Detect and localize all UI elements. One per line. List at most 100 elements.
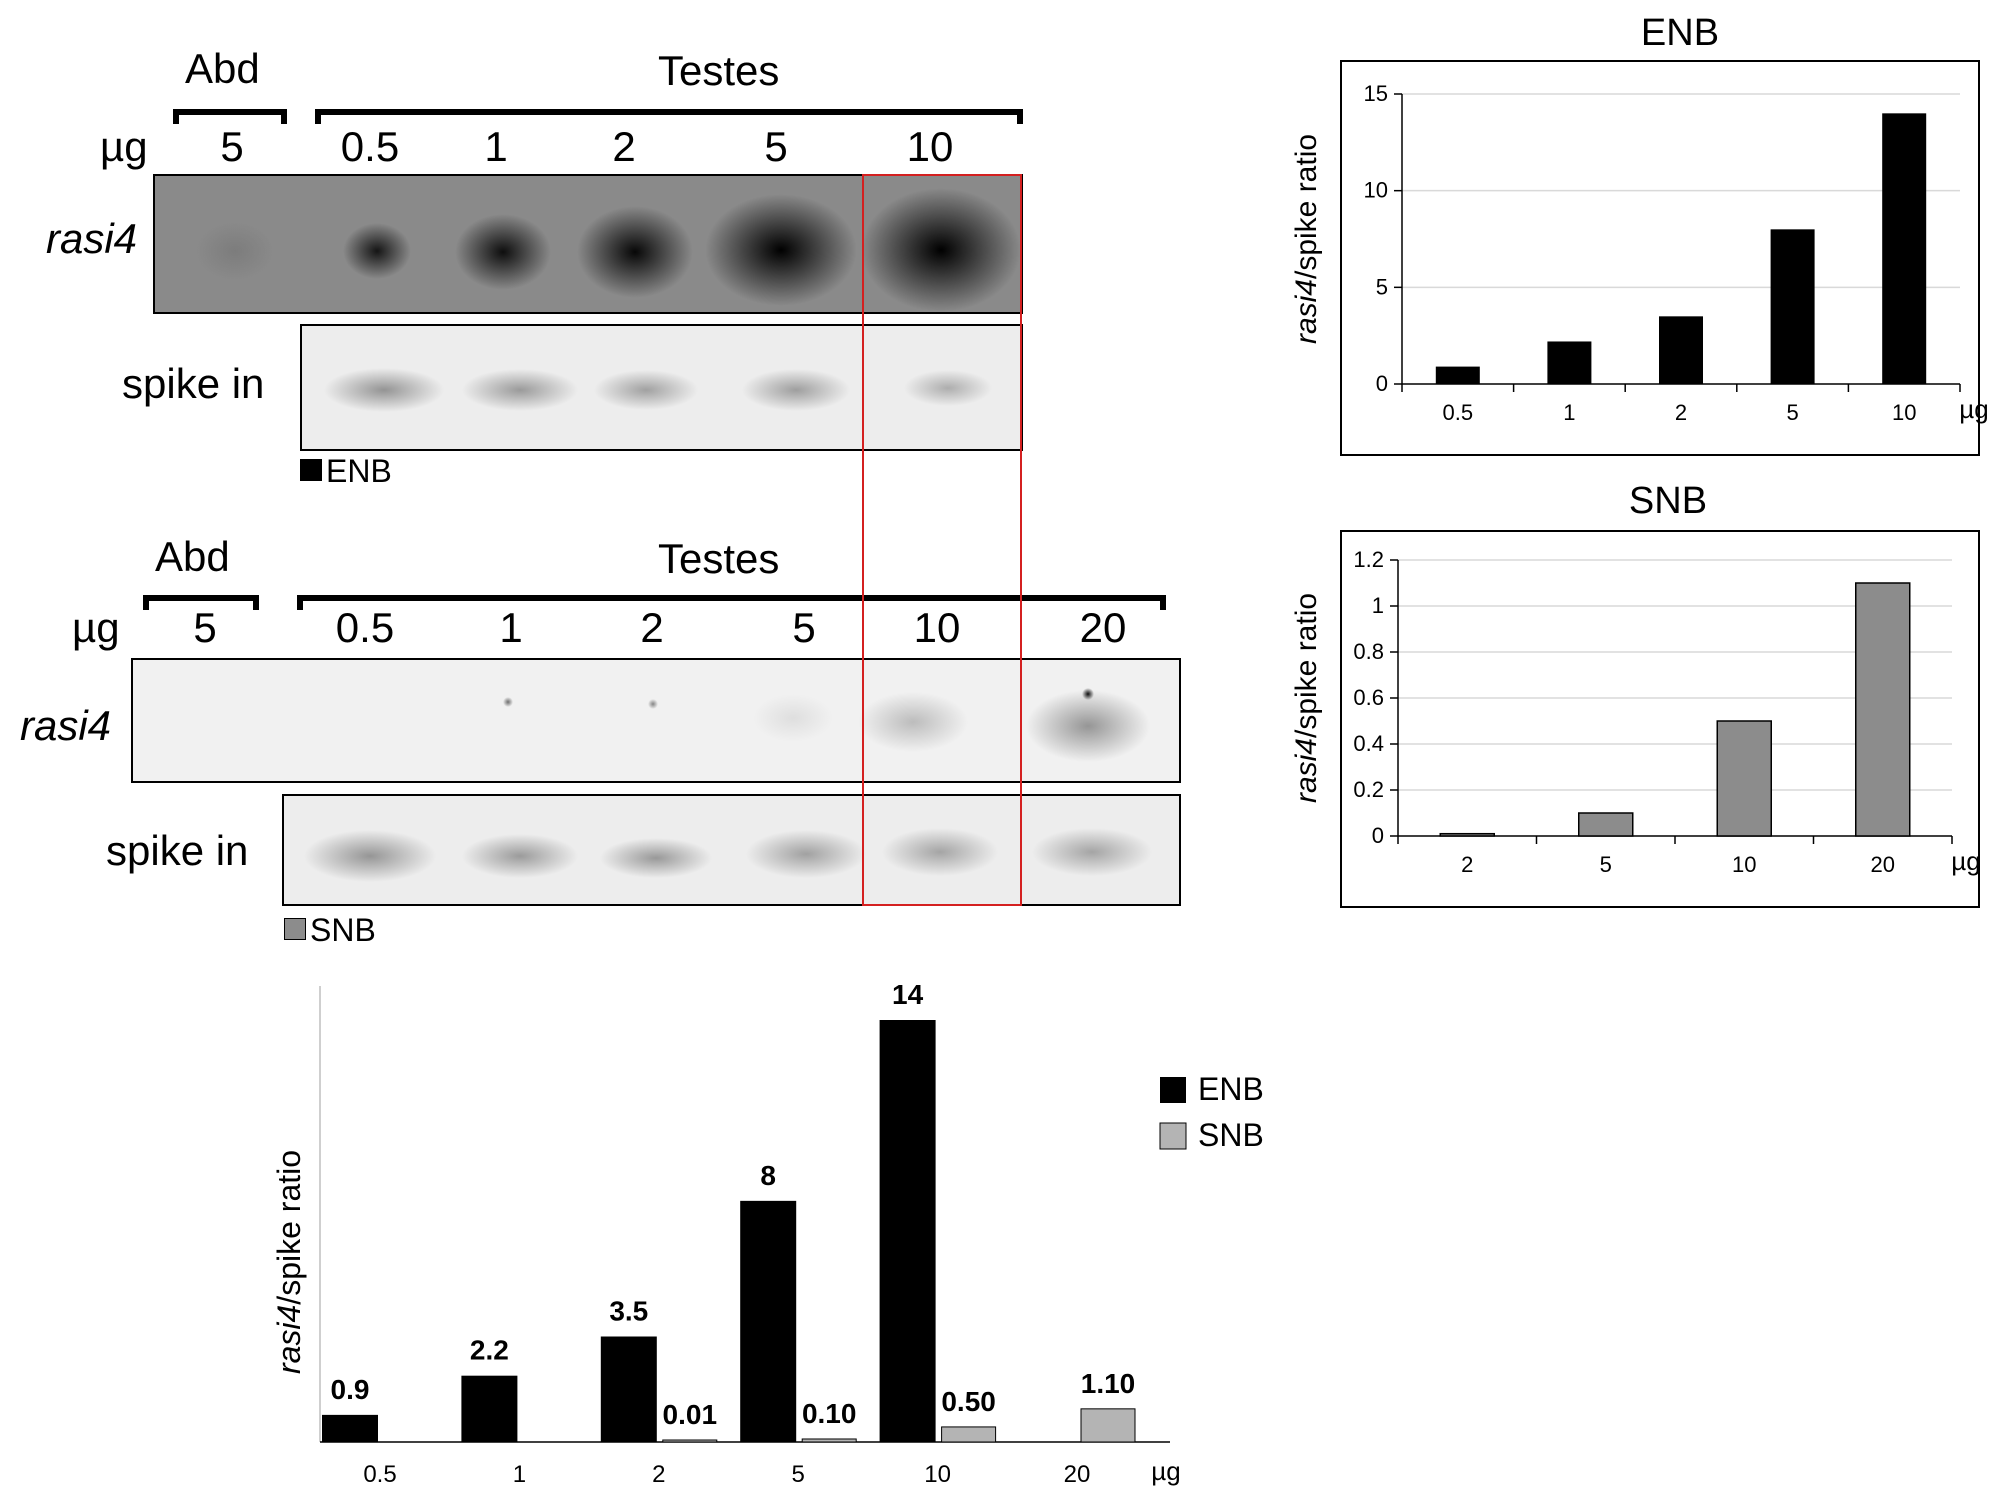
bar-snb <box>1080 1408 1136 1443</box>
bar <box>1659 316 1703 384</box>
snb-brackets <box>143 595 1166 610</box>
snb-chart: 0 0.2 0.4 0.6 0.8 1 1.2 2 5 10 20 µg rasi4/spike rat… <box>1290 547 1981 877</box>
y-tick-label: 0.2 <box>1353 777 1384 802</box>
y-axis-label: rasi4/spike ratio <box>271 1150 307 1374</box>
bar <box>1439 832 1495 837</box>
x-tick-label: 2 <box>652 1461 665 1488</box>
bar <box>1716 720 1772 837</box>
y-axis-label: rasi4/spike ratio <box>1290 134 1323 344</box>
data-label-snb: 1.10 <box>1081 1368 1136 1399</box>
data-label-snb: 0.01 <box>663 1399 718 1430</box>
bar <box>1578 812 1634 837</box>
snb-lane-label: 0.5 <box>335 604 395 651</box>
enb-probe-blot <box>153 174 1023 314</box>
legend-label-snb: SNB <box>1198 1117 1264 1153</box>
bar <box>1770 229 1815 384</box>
data-label-enb: 8 <box>760 1160 776 1191</box>
enb-chart-panel <box>1340 60 1980 456</box>
snb-chart-title: SNB <box>1628 480 1708 522</box>
snb-abd-bracket <box>143 595 259 610</box>
x-tick-label: 0.5 <box>1443 400 1474 425</box>
snb-lane-label: 10 <box>913 604 961 651</box>
bar-enb <box>600 1336 657 1442</box>
x-tick-label: 5 <box>792 1461 805 1488</box>
x-tick-label: 10 <box>1892 400 1916 425</box>
y-tick-label: 0 <box>1372 823 1384 848</box>
legend-label-enb: ENB <box>1198 1071 1264 1107</box>
y-axis-label: rasi4/spike ratio <box>1290 593 1323 803</box>
snb-legend-label: SNB <box>310 912 376 948</box>
snb-spike-label: spike in <box>106 827 249 874</box>
data-label-enb: 0.9 <box>331 1374 370 1405</box>
x-unit-label: µg <box>1959 394 1988 424</box>
y-tick-label: 0.8 <box>1353 639 1384 664</box>
snb-lane-label: 5 <box>193 604 217 651</box>
bar-snb <box>801 1438 857 1443</box>
x-tick-label: 2 <box>1675 400 1687 425</box>
bar <box>1547 341 1592 384</box>
enb-legend-swatch <box>300 459 322 481</box>
x-unit-label: µg <box>1151 1456 1180 1486</box>
snb-spike-blot <box>282 794 1181 906</box>
snb-probe-label: rasi4 <box>20 702 112 749</box>
legend-swatch-enb <box>1160 1077 1186 1103</box>
snb-chart-panel <box>1340 530 1980 908</box>
bar <box>1435 366 1480 384</box>
bar-enb <box>740 1200 797 1442</box>
combined-chart: 0.9 0.5 2.2 1 3.5 0.01 2 8 0.10 5 14 0.50 10 1.10 20 µg… <box>271 979 1264 1488</box>
x-tick-label: 1 <box>1563 400 1575 425</box>
x-tick-label: 5 <box>1786 400 1798 425</box>
bar-enb <box>461 1375 518 1442</box>
y-tick-label: 0.6 <box>1353 685 1384 710</box>
x-tick-label: 20 <box>1871 852 1895 877</box>
data-label-snb: 0.10 <box>802 1398 857 1429</box>
enb-lane-label: 0.5 <box>340 123 400 170</box>
enb-lane-label: 2 <box>612 123 636 170</box>
enb-spike-label: spike in <box>122 360 265 407</box>
y-tick-label: 0.4 <box>1353 731 1384 756</box>
bar <box>1855 582 1911 837</box>
enb-lane-label: 1 <box>484 123 508 170</box>
x-tick-label: 0.5 <box>363 1461 396 1488</box>
y-tick-label: 10 <box>1364 178 1388 203</box>
x-tick-label: 10 <box>1732 852 1756 877</box>
snb-abd-label: Abd <box>155 533 230 580</box>
x-unit-label: µg <box>1951 846 1980 876</box>
bar-snb <box>941 1426 997 1443</box>
data-label-enb: 14 <box>892 979 924 1010</box>
enb-legend-label: ENB <box>326 453 392 489</box>
bar-enb <box>879 1020 936 1442</box>
snb-mass-label: µg <box>72 604 120 651</box>
enb-spike-blot <box>300 324 1023 451</box>
snb-lane-label: 1 <box>499 604 523 651</box>
y-tick-label: 15 <box>1364 81 1388 106</box>
enb-chart-title: ENB <box>1640 12 1720 54</box>
snb-legend-swatch <box>284 918 306 940</box>
enb-brackets <box>173 109 1023 124</box>
data-label-enb: 2.2 <box>470 1335 509 1366</box>
x-tick-label: 20 <box>1064 1461 1091 1488</box>
x-tick-label: 5 <box>1600 852 1612 877</box>
enb-probe-label: rasi4 <box>46 215 138 262</box>
enb-lane-label: 5 <box>220 123 244 170</box>
snb-lane-label: 2 <box>640 604 664 651</box>
enb-testes-bracket <box>315 109 1023 124</box>
snb-lane-label: 5 <box>792 604 816 651</box>
bar-snb <box>662 1439 718 1443</box>
enb-abd-label: Abd <box>185 45 260 92</box>
x-tick-label: 10 <box>924 1461 951 1488</box>
data-label-enb: 3.5 <box>609 1296 648 1327</box>
y-tick-label: 5 <box>1376 274 1388 299</box>
legend-swatch-snb <box>1159 1122 1187 1150</box>
enb-lane-label: 10 <box>906 123 954 170</box>
highlight-box-10ug <box>862 174 1022 906</box>
y-tick-label: 1.2 <box>1353 547 1384 572</box>
x-tick-label: 1 <box>513 1461 526 1488</box>
x-tick-label: 2 <box>1461 852 1473 877</box>
enb-testes-label: Testes <box>658 47 780 94</box>
snb-testes-bracket <box>297 595 1166 610</box>
bar <box>1882 113 1927 385</box>
bar-enb <box>322 1414 378 1442</box>
snb-probe-blot <box>131 658 1181 783</box>
snb-lane-label: 20 <box>1079 604 1127 651</box>
